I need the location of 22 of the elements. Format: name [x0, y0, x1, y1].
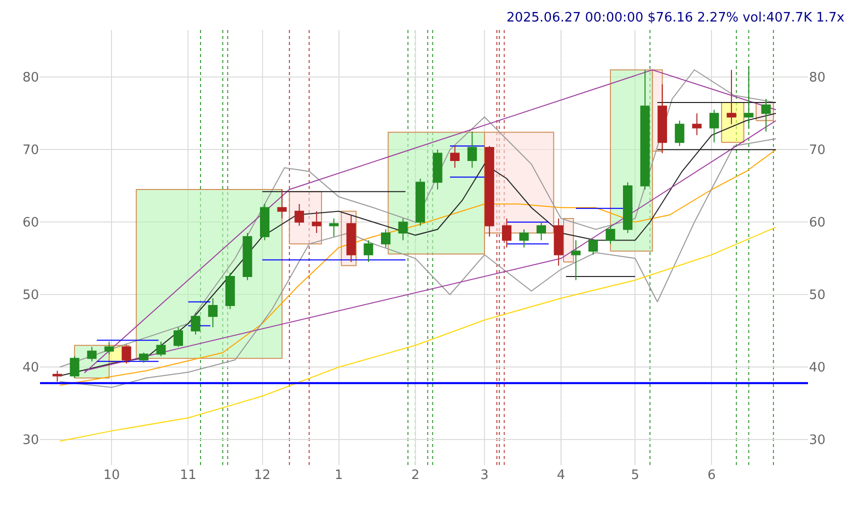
y-tick-label: 50: [22, 288, 39, 304]
y2-tick-label: 60: [809, 216, 826, 231]
x-tick-label: 11: [180, 468, 196, 483]
y2-tick-label: 30: [809, 433, 826, 448]
x-tick-label: 2: [411, 468, 420, 483]
x-tick-label: 10: [103, 468, 120, 483]
y2-tick-label: 80: [809, 70, 826, 86]
y2-tick-label: 70: [809, 143, 826, 158]
chart-title: 2025.06.27 00:00:00 $76.16 2.27% vol:407.7K 1.7x: [506, 10, 845, 26]
y-tick-label: 80: [22, 70, 39, 86]
x-tick-label: 12: [254, 468, 271, 483]
y-tick-label: 70: [22, 143, 39, 158]
y-tick-label: 30: [22, 433, 39, 448]
x-tick-label: 3: [480, 468, 489, 483]
y2-tick-label: 40: [809, 360, 826, 376]
x-tick-label: 4: [556, 468, 566, 483]
x-tick-label: 1: [334, 468, 343, 483]
x-tick-label: 5: [631, 468, 640, 483]
x-tick-label: 6: [708, 468, 716, 483]
y-tick-label: 40: [22, 360, 39, 376]
y-tick-label: 60: [22, 216, 39, 231]
y2-tick-label: 50: [809, 288, 826, 304]
